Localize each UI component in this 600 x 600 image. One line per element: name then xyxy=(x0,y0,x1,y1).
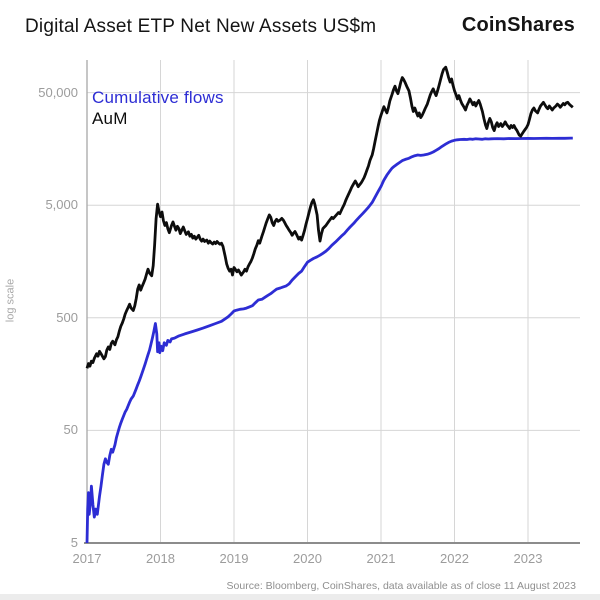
y-tick-5000: 5,000 xyxy=(45,197,78,213)
coinshares-logo: CoinShares xyxy=(461,14,575,36)
series-line-cumulative-flows xyxy=(85,136,573,544)
x-tick-2022: 2022 xyxy=(440,551,469,566)
x-tick-2018: 2018 xyxy=(146,551,175,566)
legend-aum: AuM xyxy=(92,109,128,128)
chart-title: Digital Asset ETP Net New Assets US$m xyxy=(25,16,377,37)
y-tick-500: 500 xyxy=(56,309,78,325)
y-tick-5: 5 xyxy=(70,535,78,550)
x-tick-2017: 2017 xyxy=(72,551,102,566)
source-note: Source: Bloomberg, CoinShares, data avai… xyxy=(226,580,576,592)
x-tick-2019: 2019 xyxy=(219,551,249,566)
x-tick-2020: 2020 xyxy=(293,551,322,566)
y-tick-50: 50 xyxy=(63,422,78,438)
y-tick-50000: 50,000 xyxy=(38,84,78,100)
y-axis-label: log scale xyxy=(4,278,17,323)
x-tick-2021: 2021 xyxy=(366,551,396,566)
chart-legend: Cumulative flows AuM xyxy=(92,87,224,129)
x-tick-2023: 2023 xyxy=(513,551,543,566)
series-line-aum xyxy=(85,65,574,369)
bottom-strip xyxy=(0,594,600,600)
legend-cumulative-flows: Cumulative flows xyxy=(92,88,224,107)
